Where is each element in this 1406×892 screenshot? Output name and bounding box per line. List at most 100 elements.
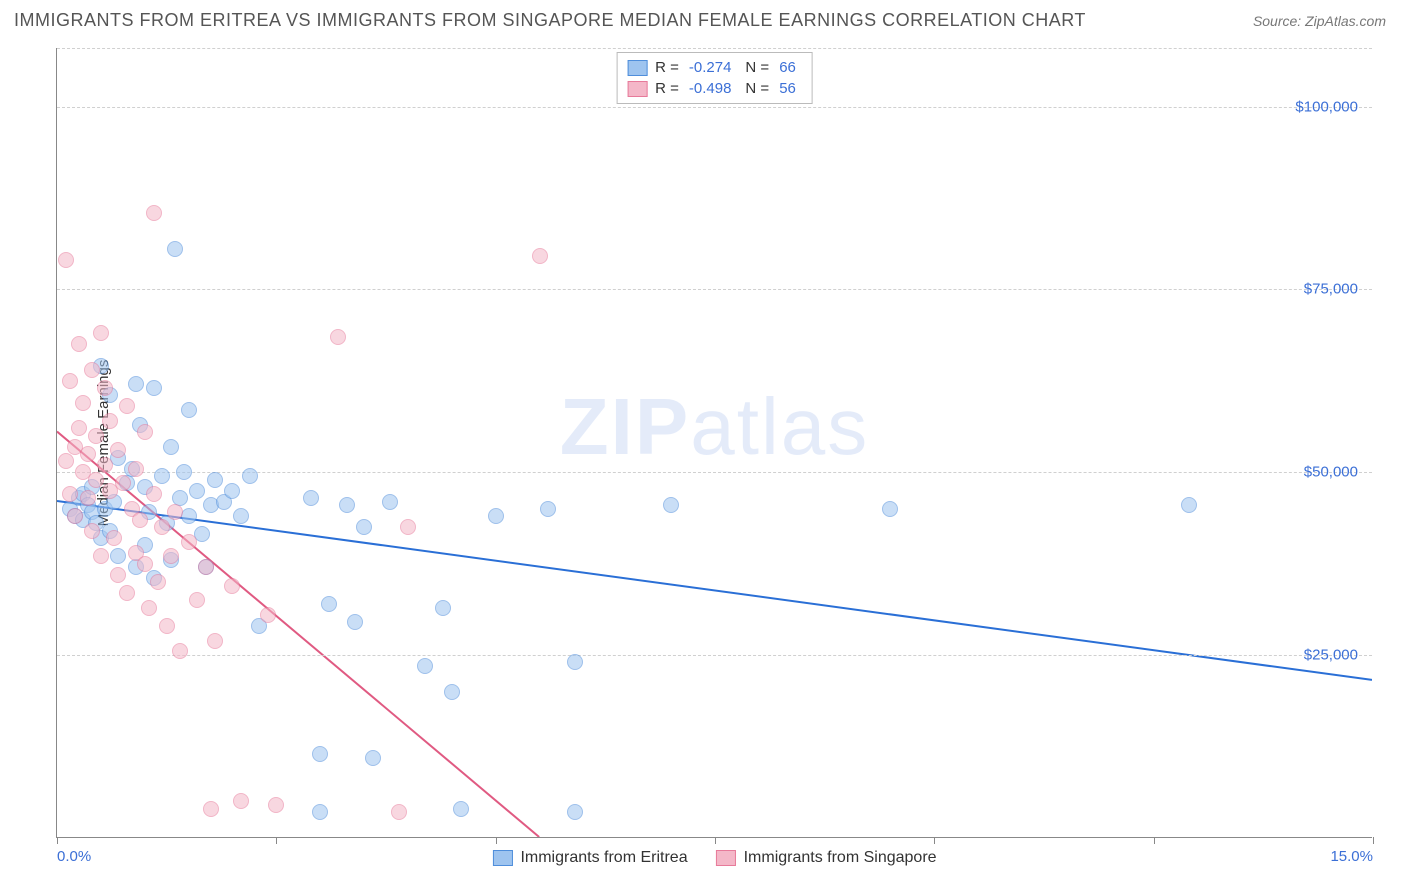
legend-swatch: [627, 60, 647, 76]
data-point: [207, 633, 223, 649]
data-point: [233, 508, 249, 524]
data-point: [146, 205, 162, 221]
data-point: [172, 643, 188, 659]
legend-item: Immigrants from Eritrea: [492, 849, 687, 867]
y-tick-label: $100,000: [1295, 98, 1358, 115]
x-tick: [57, 837, 58, 844]
data-point: [268, 797, 284, 813]
x-tick: [934, 837, 935, 844]
watermark: ZIPatlas: [560, 381, 869, 473]
data-point: [137, 424, 153, 440]
data-point: [159, 618, 175, 634]
n-label: N =: [745, 59, 769, 76]
data-point: [84, 362, 100, 378]
data-point: [71, 336, 87, 352]
data-point: [567, 804, 583, 820]
data-point: [62, 486, 78, 502]
data-point: [356, 519, 372, 535]
data-point: [146, 380, 162, 396]
data-point: [321, 596, 337, 612]
plot-area: ZIPatlas R =-0.274N =66R =-0.498N =56 Im…: [56, 48, 1372, 838]
x-tick-label: 15.0%: [1330, 848, 1373, 865]
data-point: [167, 504, 183, 520]
data-point: [141, 600, 157, 616]
x-tick: [1154, 837, 1155, 844]
n-label: N =: [745, 80, 769, 97]
data-point: [167, 241, 183, 257]
gridline: [57, 289, 1372, 290]
data-point: [172, 490, 188, 506]
data-point: [312, 804, 328, 820]
chart-container: Median Female Earnings ZIPatlas R =-0.27…: [14, 48, 1392, 838]
data-point: [128, 376, 144, 392]
y-tick-label: $50,000: [1304, 464, 1358, 481]
data-point: [80, 490, 96, 506]
y-tick-label: $25,000: [1304, 647, 1358, 664]
y-tick-label: $75,000: [1304, 281, 1358, 298]
data-point: [882, 501, 898, 517]
data-point: [203, 801, 219, 817]
data-point: [110, 567, 126, 583]
legend-stat-row: R =-0.274N =66: [627, 57, 802, 78]
data-point: [97, 457, 113, 473]
data-point: [435, 600, 451, 616]
n-value: 66: [779, 59, 796, 76]
legend-series: Immigrants from EritreaImmigrants from S…: [492, 849, 936, 867]
data-point: [1181, 497, 1197, 513]
data-point: [417, 658, 433, 674]
legend-swatch: [627, 81, 647, 97]
data-point: [58, 252, 74, 268]
data-point: [181, 534, 197, 550]
data-point: [532, 248, 548, 264]
data-point: [154, 519, 170, 535]
data-point: [488, 508, 504, 524]
data-point: [540, 501, 556, 517]
data-point: [330, 329, 346, 345]
gridline: [57, 107, 1372, 108]
data-point: [75, 395, 91, 411]
x-tick: [715, 837, 716, 844]
data-point: [260, 607, 276, 623]
data-point: [119, 585, 135, 601]
data-point: [97, 380, 113, 396]
data-point: [163, 439, 179, 455]
legend-stats: R =-0.274N =66R =-0.498N =56: [616, 52, 813, 104]
data-point: [58, 453, 74, 469]
data-point: [80, 446, 96, 462]
data-point: [137, 556, 153, 572]
data-point: [88, 428, 104, 444]
data-point: [102, 413, 118, 429]
data-point: [132, 512, 148, 528]
data-point: [339, 497, 355, 513]
legend-swatch: [716, 850, 736, 866]
gridline: [57, 655, 1372, 656]
x-tick: [276, 837, 277, 844]
data-point: [189, 483, 205, 499]
data-point: [444, 684, 460, 700]
data-point: [347, 614, 363, 630]
legend-swatch: [492, 850, 512, 866]
data-point: [106, 530, 122, 546]
data-point: [365, 750, 381, 766]
data-point: [176, 464, 192, 480]
data-point: [391, 804, 407, 820]
x-tick-label: 0.0%: [57, 848, 91, 865]
trend-lines: [57, 48, 1372, 837]
x-tick: [1373, 837, 1374, 844]
data-point: [224, 483, 240, 499]
data-point: [128, 461, 144, 477]
data-point: [207, 472, 223, 488]
n-value: 56: [779, 80, 796, 97]
data-point: [93, 325, 109, 341]
r-label: R =: [655, 80, 679, 97]
data-point: [146, 486, 162, 502]
data-point: [233, 793, 249, 809]
data-point: [198, 559, 214, 575]
data-point: [150, 574, 166, 590]
x-tick: [496, 837, 497, 844]
data-point: [242, 468, 258, 484]
data-point: [400, 519, 416, 535]
data-point: [93, 548, 109, 564]
data-point: [567, 654, 583, 670]
chart-title: IMMIGRANTS FROM ERITREA VS IMMIGRANTS FR…: [14, 10, 1086, 31]
